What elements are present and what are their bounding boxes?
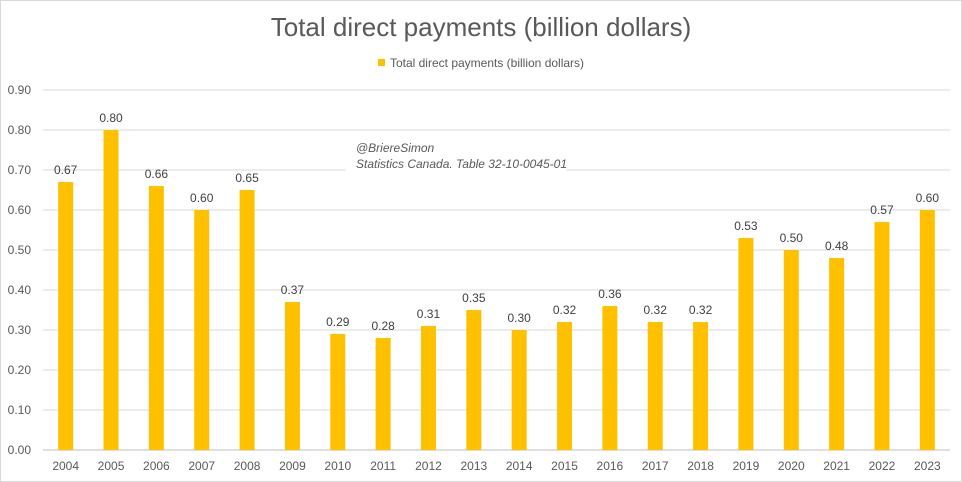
bar	[919, 210, 935, 450]
y-tick-label: 0.40	[8, 283, 32, 297]
data-labels: 0.67 0.80 0.66 0.60 0.65 0.37 0.29 0.28 0.31 0.35…	[54, 111, 939, 333]
data-label: 0.65	[235, 171, 259, 185]
x-tick-label: 2013	[460, 459, 487, 473]
y-tick-label: 0.60	[8, 203, 32, 217]
x-tick-label: 2016	[597, 459, 624, 473]
data-label: 0.32	[553, 303, 577, 317]
data-label: 0.37	[281, 283, 305, 297]
bar	[874, 222, 890, 450]
data-label: 0.35	[462, 291, 486, 305]
bar	[420, 326, 436, 450]
data-label: 0.31	[417, 307, 441, 321]
bar	[511, 330, 527, 450]
data-label: 0.32	[644, 303, 668, 317]
x-tick-label: 2008	[234, 459, 261, 473]
bar	[330, 334, 346, 450]
y-axis: 0.00 0.10 0.20 0.30 0.40 0.50 0.60 0.70 0.80 0.90	[8, 83, 32, 457]
legend-swatch	[377, 59, 385, 66]
x-tick-label: 2019	[733, 459, 760, 473]
x-tick-label: 2022	[869, 459, 896, 473]
x-tick-label: 2005	[98, 459, 125, 473]
bar	[239, 190, 255, 450]
y-tick-label: 0.00	[8, 443, 32, 457]
data-label: 0.57	[870, 203, 894, 217]
chart-title: Total direct payments (billion dollars)	[270, 12, 692, 42]
bar	[647, 322, 663, 450]
x-tick-label: 2018	[687, 459, 714, 473]
data-label: 0.50	[780, 231, 804, 245]
data-label: 0.60	[916, 191, 940, 205]
x-axis: 2004 2005 2006 2007 2008 2009 2010 2011 2012 2013…	[52, 459, 941, 473]
data-label: 0.28	[371, 319, 395, 333]
bar	[738, 238, 754, 450]
x-tick-label: 2012	[415, 459, 442, 473]
x-tick-label: 2023	[914, 459, 941, 473]
bar	[829, 258, 845, 450]
x-tick-label: 2011	[370, 459, 396, 473]
bar	[194, 210, 210, 450]
x-tick-label: 2020	[778, 459, 805, 473]
y-tick-label: 0.70	[8, 163, 32, 177]
y-tick-label: 0.80	[8, 123, 32, 137]
data-label: 0.48	[825, 239, 849, 253]
x-tick-label: 2006	[143, 459, 170, 473]
bar	[58, 182, 74, 450]
y-tick-label: 0.90	[8, 83, 32, 97]
x-tick-label: 2017	[642, 459, 669, 473]
x-tick-label: 2014	[506, 459, 533, 473]
bars	[58, 130, 935, 450]
bar	[284, 302, 300, 450]
gridlines	[43, 89, 950, 451]
x-tick-label: 2015	[551, 459, 578, 473]
x-tick-label: 2007	[188, 459, 215, 473]
y-tick-label: 0.30	[8, 323, 32, 337]
bar	[557, 322, 573, 450]
data-label: 0.29	[326, 315, 350, 329]
data-label: 0.80	[99, 111, 123, 125]
y-tick-label: 0.50	[8, 243, 32, 257]
bar	[103, 130, 119, 450]
x-tick-label: 2004	[52, 459, 79, 473]
data-label: 0.36	[598, 287, 622, 301]
annotation-author: @BriereSimon	[356, 141, 435, 155]
data-label: 0.67	[54, 163, 78, 177]
bar	[466, 310, 482, 450]
x-tick-label: 2010	[324, 459, 351, 473]
annotation-source: Statistics Canada. Table 32-10-0045-01	[356, 157, 568, 171]
bar	[602, 306, 618, 450]
legend: Total direct payments (billion dollars)	[0, 56, 962, 70]
bar	[375, 338, 391, 450]
x-tick-label: 2009	[279, 459, 306, 473]
data-label: 0.32	[689, 303, 713, 317]
source-annotation: @BriereSimon Statistics Canada. Table 32…	[346, 138, 568, 174]
y-tick-label: 0.20	[8, 363, 32, 377]
legend-label: Total direct payments (billion dollars)	[389, 56, 585, 70]
y-tick-label: 0.10	[8, 403, 32, 417]
x-tick-label: 2021	[823, 459, 850, 473]
bar	[148, 186, 164, 450]
data-label: 0.30	[507, 311, 531, 325]
data-label: 0.60	[190, 191, 214, 205]
data-label: 0.66	[145, 167, 169, 181]
bar	[693, 322, 709, 450]
data-label: 0.53	[734, 219, 758, 233]
bar	[783, 250, 799, 450]
